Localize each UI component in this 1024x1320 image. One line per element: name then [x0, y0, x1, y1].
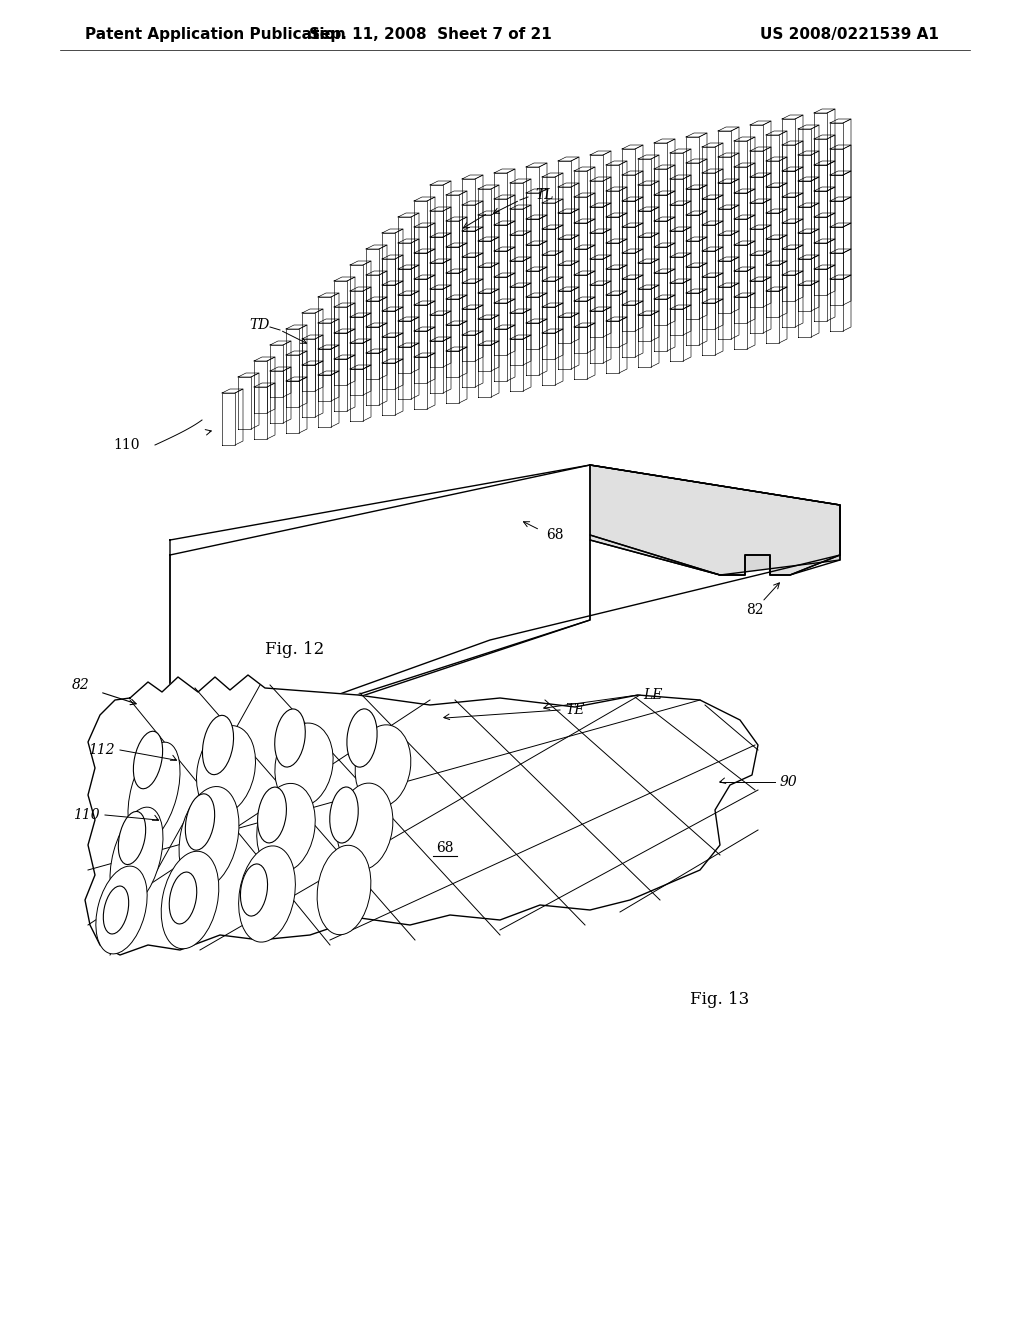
Polygon shape — [590, 465, 840, 576]
Ellipse shape — [110, 807, 163, 908]
Polygon shape — [170, 465, 840, 755]
Text: Fig. 12: Fig. 12 — [265, 642, 325, 659]
Text: 110: 110 — [114, 438, 140, 451]
Text: LE: LE — [643, 688, 663, 702]
Ellipse shape — [103, 886, 129, 935]
Text: 82: 82 — [746, 603, 764, 616]
Ellipse shape — [347, 709, 377, 767]
Ellipse shape — [337, 783, 393, 870]
Text: Sep. 11, 2008  Sheet 7 of 21: Sep. 11, 2008 Sheet 7 of 21 — [308, 28, 551, 42]
Ellipse shape — [197, 726, 256, 814]
Ellipse shape — [274, 709, 305, 767]
Ellipse shape — [257, 783, 315, 873]
Ellipse shape — [203, 715, 233, 775]
Text: 68: 68 — [436, 841, 454, 855]
Ellipse shape — [185, 793, 215, 850]
Ellipse shape — [169, 873, 197, 924]
Ellipse shape — [239, 846, 295, 942]
Text: 112: 112 — [88, 743, 115, 756]
Text: 90: 90 — [780, 775, 798, 789]
Ellipse shape — [179, 787, 239, 888]
Ellipse shape — [119, 812, 145, 865]
Ellipse shape — [161, 851, 219, 949]
Polygon shape — [85, 675, 758, 954]
Polygon shape — [590, 465, 840, 576]
Ellipse shape — [128, 742, 180, 843]
Text: TD: TD — [250, 318, 270, 333]
Ellipse shape — [241, 865, 267, 916]
Ellipse shape — [258, 787, 287, 843]
Text: Patent Application Publication: Patent Application Publication — [85, 28, 346, 42]
Ellipse shape — [96, 866, 147, 954]
Text: TE: TE — [565, 704, 585, 717]
Text: 82: 82 — [73, 678, 90, 692]
Text: Fig. 13: Fig. 13 — [690, 991, 750, 1008]
Polygon shape — [170, 465, 590, 719]
Polygon shape — [170, 465, 840, 760]
Text: TL: TL — [535, 187, 554, 202]
Ellipse shape — [317, 845, 371, 935]
Ellipse shape — [330, 787, 358, 843]
Text: 68: 68 — [546, 528, 564, 543]
Ellipse shape — [133, 731, 163, 789]
Ellipse shape — [274, 723, 333, 807]
Text: US 2008/0221539 A1: US 2008/0221539 A1 — [760, 28, 939, 42]
Text: 110: 110 — [74, 808, 100, 822]
Ellipse shape — [355, 725, 411, 807]
